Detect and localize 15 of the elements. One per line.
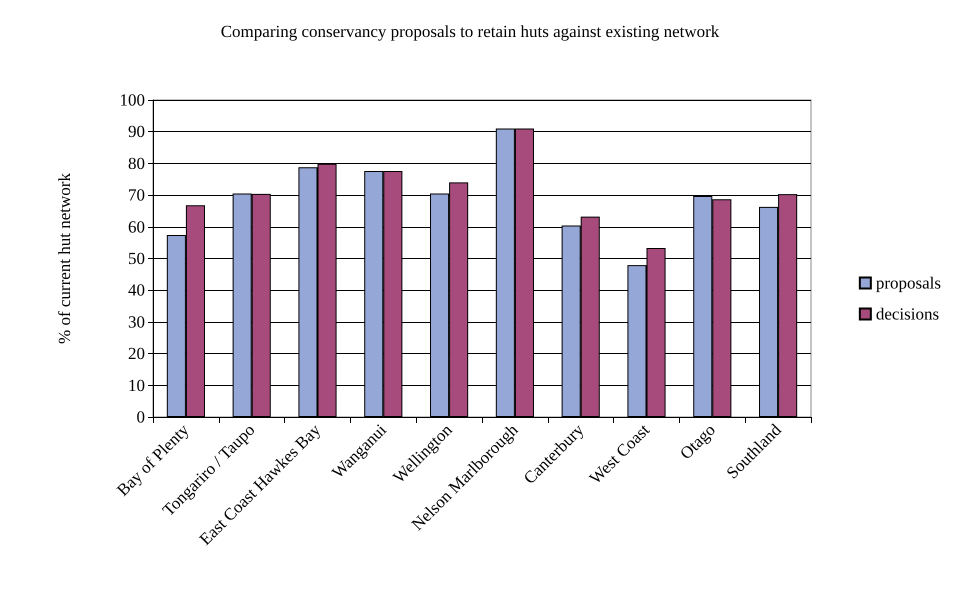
- y-tick-label: 40: [128, 280, 145, 300]
- y-tick-label: 60: [128, 217, 145, 236]
- y-axis-title: % of current hut network: [55, 172, 74, 344]
- y-tick-label: 0: [136, 408, 145, 426]
- chart-title: Comparing conservancy proposals to retain huts against existing network: [220, 22, 720, 41]
- y-tick-label: 20: [128, 344, 145, 364]
- y-tick-label: 30: [128, 312, 145, 332]
- y-tick-label: 70: [128, 186, 145, 205]
- legend-label: decisions: [876, 304, 940, 324]
- y-tick-label: 50: [128, 249, 145, 268]
- y-tick-label: 10: [128, 376, 145, 395]
- legend-label: proposals: [876, 274, 942, 292]
- y-tick-label: 80: [128, 154, 145, 173]
- y-tick-label: 90: [128, 122, 145, 142]
- y-tick-label: 100: [120, 90, 145, 110]
